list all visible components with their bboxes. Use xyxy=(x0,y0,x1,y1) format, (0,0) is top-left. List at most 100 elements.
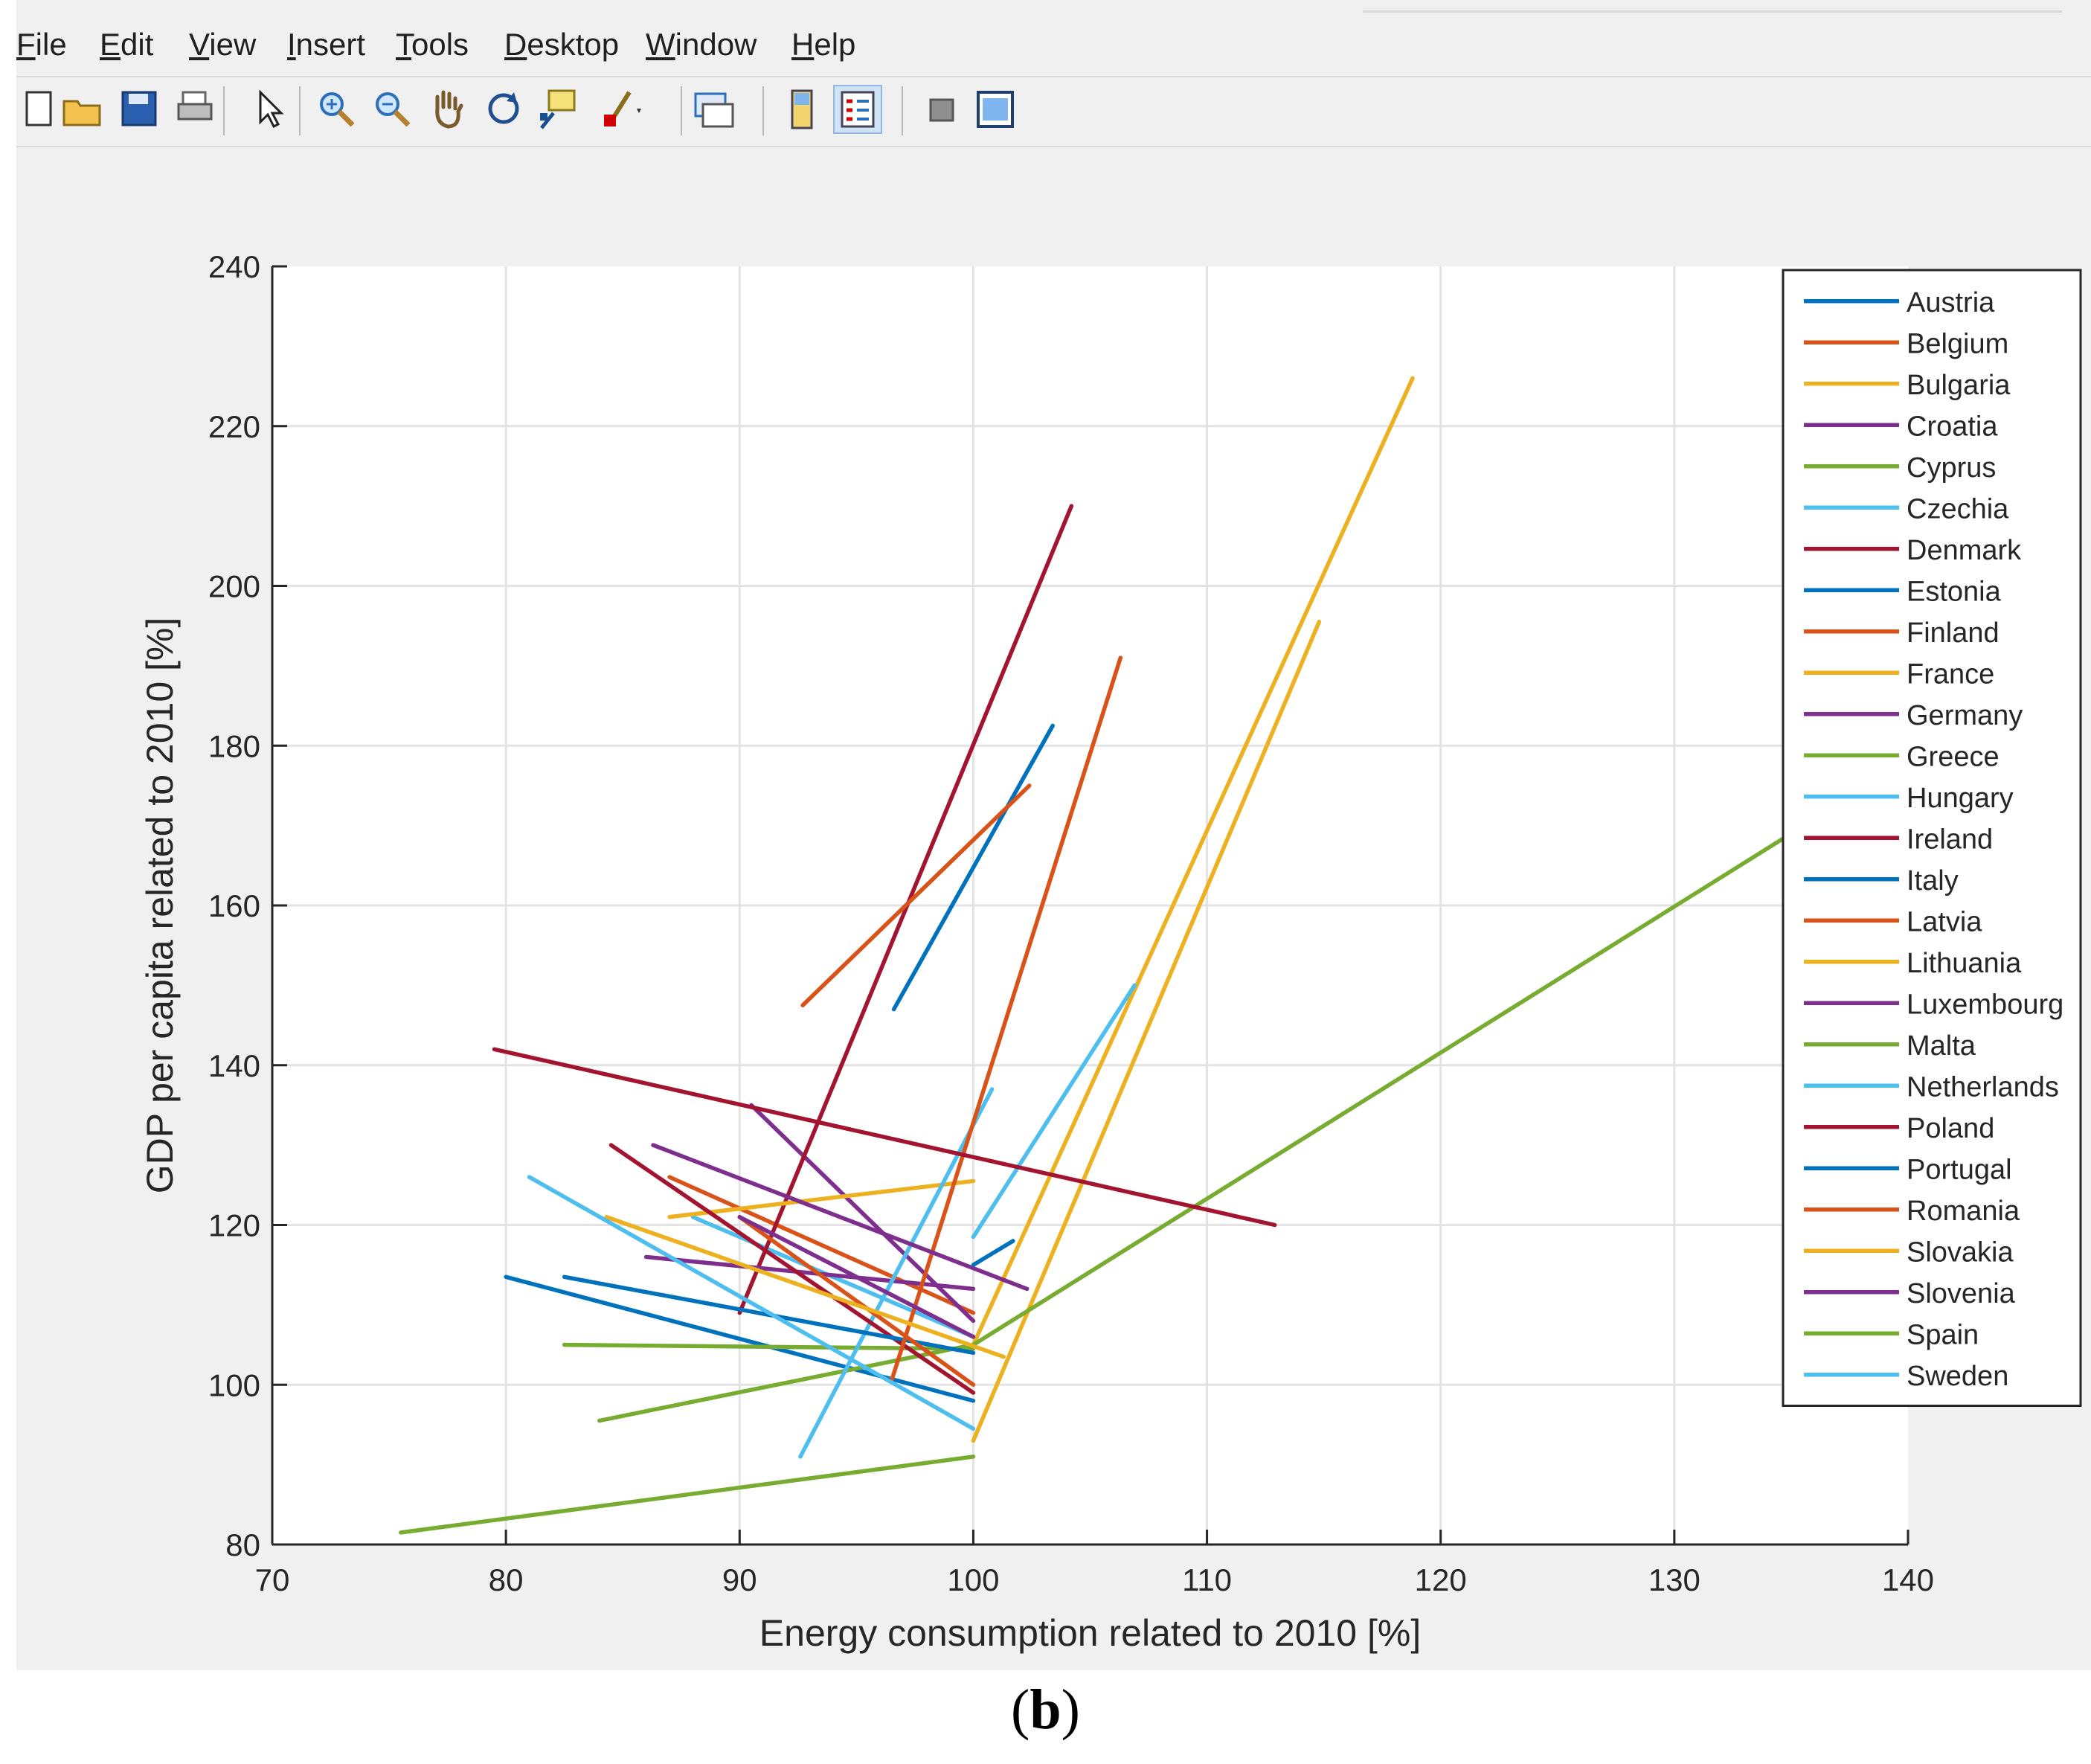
series-line-belgium xyxy=(667,1175,976,1315)
legend-label-malta: Malta xyxy=(1907,1030,1976,1062)
menu-label: esktop xyxy=(527,27,620,62)
menu-window[interactable]: Window xyxy=(646,27,757,62)
colorbar-button[interactable] xyxy=(779,86,825,132)
series-line-finland xyxy=(800,783,1032,1007)
y-tick-label: 120 xyxy=(208,1208,260,1243)
toolbar-separator xyxy=(299,86,301,135)
series-line-sweden xyxy=(527,1175,976,1431)
legend-label-latvia: Latvia xyxy=(1907,906,1982,937)
series-line-ireland xyxy=(608,1143,976,1395)
legend-label-lithuania: Lithuania xyxy=(1907,948,2022,979)
legend-label-netherlands: Netherlands xyxy=(1907,1071,2059,1103)
x-tick-label: 120 xyxy=(1415,1562,1467,1597)
hide-plot-tools-button[interactable] xyxy=(920,86,966,132)
y-tick-label: 160 xyxy=(208,888,260,923)
pan-hand-icon xyxy=(425,90,472,135)
menu-mnemonic: F xyxy=(16,27,36,62)
y-tick-label: 80 xyxy=(225,1527,260,1562)
series-line-slovakia xyxy=(604,1215,1006,1359)
menu-label: elp xyxy=(814,27,856,62)
x-tick-label: 130 xyxy=(1648,1562,1700,1597)
series-line-bulgaria xyxy=(971,376,1415,1347)
series-line-romania xyxy=(737,1215,976,1387)
new-figure-button[interactable] xyxy=(16,86,62,132)
new-figure-icon xyxy=(16,91,62,135)
toolbar-separator xyxy=(681,86,682,135)
legend-label-germany: Germany xyxy=(1907,700,2023,731)
brush-button[interactable] xyxy=(597,86,643,132)
hide-plot-tools-icon xyxy=(920,98,966,135)
figure-canvas: 70 80 90 100 110 120 130 140 80 100 120 140 160 180 20… xyxy=(16,146,2091,1670)
figure-caption: (b) xyxy=(0,1678,2091,1742)
toolbar-separator xyxy=(762,86,764,135)
menu-mnemonic: W xyxy=(646,27,675,62)
data-cursor-icon xyxy=(537,89,583,135)
open-file-button[interactable] xyxy=(60,86,106,132)
data-cursor-button[interactable] xyxy=(537,86,583,132)
x-tick-label: 100 xyxy=(947,1562,999,1597)
x-tick-label: 90 xyxy=(722,1562,757,1597)
y-tick-label: 140 xyxy=(208,1048,260,1083)
link-plot-icon xyxy=(690,92,736,135)
y-tick-label: 200 xyxy=(208,569,260,604)
menu-edit[interactable]: Edit xyxy=(100,27,153,62)
legend-label-italy: Italy xyxy=(1907,865,1959,897)
edit-plot-arrow-button[interactable] xyxy=(247,86,293,132)
menu-file[interactable]: File xyxy=(16,27,67,62)
brush-icon xyxy=(597,91,643,135)
caption-open-paren: ( xyxy=(1011,1678,1030,1741)
zoom-out-icon xyxy=(370,92,416,135)
series-line-lithuania xyxy=(971,620,1322,1443)
zoom-out-button[interactable] xyxy=(370,86,416,132)
menu-mnemonic: T xyxy=(396,27,411,62)
series-line-spain xyxy=(399,1455,976,1535)
pan-hand-button[interactable] xyxy=(425,86,472,132)
legend-label-czechia: Czechia xyxy=(1907,493,2009,525)
title-bar-edge xyxy=(1363,10,2062,13)
series-line-denmark xyxy=(737,504,1074,1315)
menu-label: ile xyxy=(35,27,67,62)
legend-label-hungary: Hungary xyxy=(1907,783,2014,814)
colorbar-icon xyxy=(779,89,825,135)
show-plot-tools-icon xyxy=(972,91,1018,135)
menu-mnemonic: V xyxy=(189,27,210,62)
menu-help[interactable]: Help xyxy=(791,27,855,62)
save-icon xyxy=(117,91,163,135)
show-plot-tools-button[interactable] xyxy=(972,86,1018,132)
menu-label: nsert xyxy=(295,27,366,62)
rotate-3d-icon xyxy=(481,92,527,135)
open-file-icon xyxy=(60,100,106,135)
link-plot-button[interactable] xyxy=(690,86,736,132)
series-line-germany xyxy=(643,1254,976,1292)
series-line-netherlands xyxy=(971,983,1137,1239)
print-button[interactable] xyxy=(173,86,219,132)
menu-label: ools xyxy=(411,27,469,62)
series-line-austria xyxy=(504,1274,976,1403)
x-tick-label: 110 xyxy=(1182,1562,1232,1597)
x-axis-label: Energy consumption related to 2010 [%] xyxy=(759,1612,1421,1654)
save-button[interactable] xyxy=(117,86,163,132)
menu-desktop[interactable]: Desktop xyxy=(504,27,619,62)
menu-label: indow xyxy=(675,27,757,62)
legend-label-romania: Romania xyxy=(1907,1196,2020,1227)
legend-icon xyxy=(835,91,881,135)
plot-svg: 70 80 90 100 110 120 130 1408010012014016018020… xyxy=(139,249,2082,1654)
menu-tools[interactable]: Tools xyxy=(396,27,469,62)
y-axis-label: GDP per capita related to 2010 [%] xyxy=(139,618,181,1194)
legend-label-estonia: Estonia xyxy=(1907,576,2002,607)
legend-label-bulgaria: Bulgaria xyxy=(1907,370,2011,401)
legend-button[interactable] xyxy=(833,85,882,135)
menu-mnemonic: H xyxy=(791,27,815,62)
figure-toolbar xyxy=(16,76,2091,147)
menu-view[interactable]: View xyxy=(189,27,256,62)
legend-label-slovenia: Slovenia xyxy=(1907,1278,2016,1309)
menu-insert[interactable]: Insert xyxy=(287,27,365,62)
legend-label-poland: Poland xyxy=(1907,1113,1994,1144)
series-line-luxembourg xyxy=(651,1143,1030,1292)
print-icon xyxy=(173,91,219,135)
rotate-3d-button[interactable] xyxy=(481,86,527,132)
series-line-poland xyxy=(492,1047,1277,1228)
menu-bar: File Edit View Insert Tools Desktop Window Help xyxy=(16,13,2091,80)
zoom-in-button[interactable] xyxy=(314,86,360,132)
series-line-slovenia xyxy=(737,1215,976,1339)
